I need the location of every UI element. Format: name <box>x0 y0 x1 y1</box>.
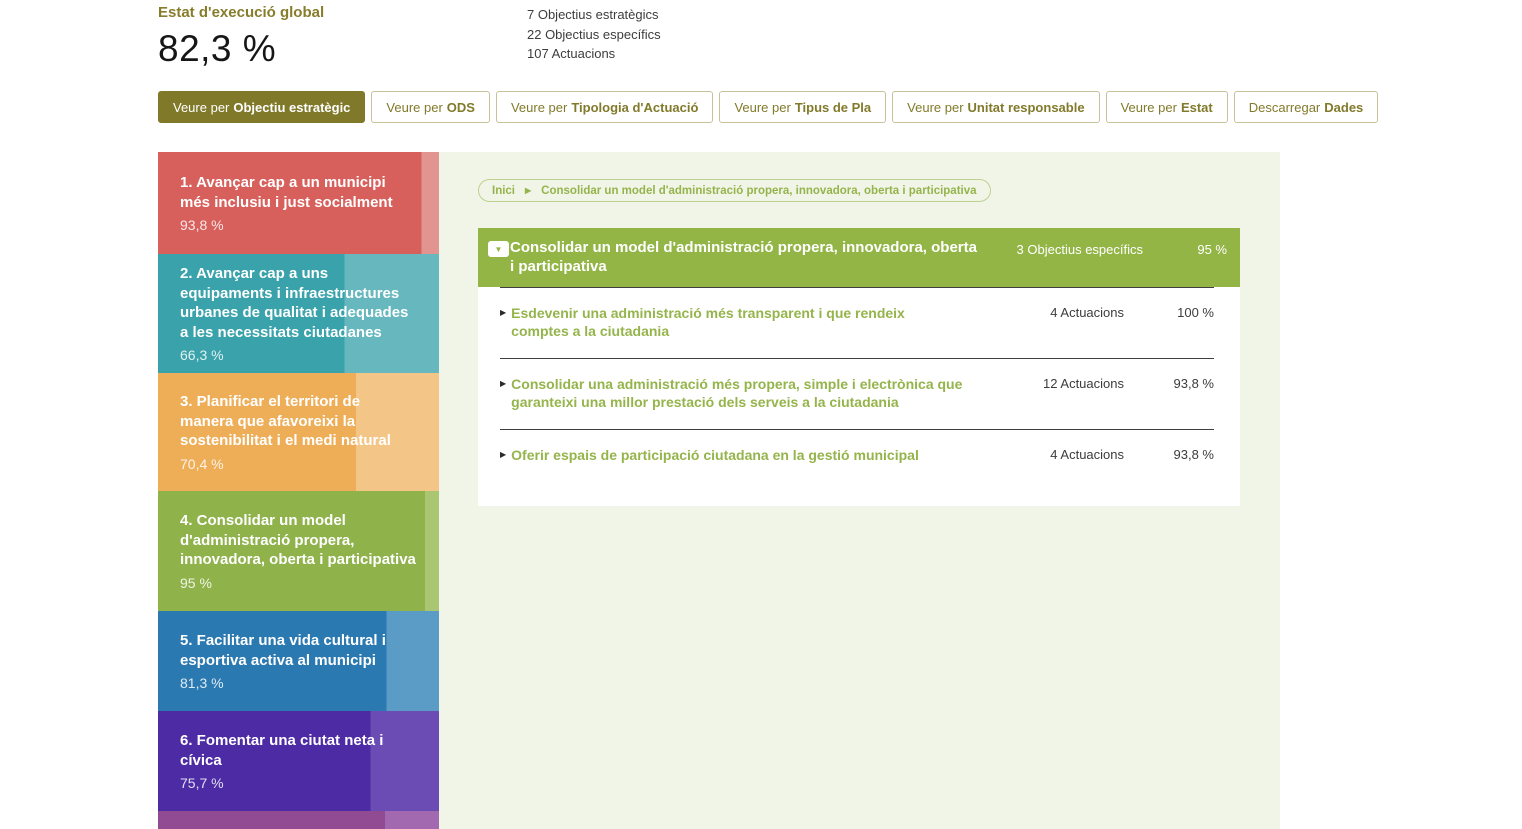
breadcrumb-separator-icon: ▶ <box>525 186 532 195</box>
objective-percent: 95 % <box>180 574 212 591</box>
specific-objectives-list: ▶ Esdevenir una administració més transp… <box>478 287 1240 506</box>
objective-percent: 75,7 % <box>180 775 224 791</box>
expand-arrow-icon[interactable]: ▶ <box>500 450 507 459</box>
strategic-objectives-sidebar: 1. Avançar cap a un municipi més inclusi… <box>158 152 439 829</box>
download-data-button[interactable]: Descarregar Dades <box>1233 91 1379 123</box>
objective-detail-count: 3 Objectius específics <box>1016 242 1143 257</box>
objective-percent: 81,3 % <box>180 675 224 691</box>
view-by-action-type-button[interactable]: Veure per Tipologia d'Actuació <box>495 91 714 123</box>
sidebar-item-objective-6[interactable]: 6. Fomentar una ciutat neta i cívica 75,… <box>158 711 439 811</box>
global-status-value: 82,3 % <box>158 28 277 69</box>
sidebar-item-objective-3[interactable]: 3. Planificar el territori de manera que… <box>158 373 439 491</box>
stat-actions: 107 Actuacions <box>527 46 616 61</box>
objective-percent: 70,4 % <box>180 455 224 472</box>
sidebar-item-objective-2[interactable]: 2. Avançar cap a uns equipaments i infra… <box>158 254 439 373</box>
specific-objective-link[interactable]: Consolidar una administració més propera… <box>511 376 963 410</box>
summary-stats: 7 Objectius estratègics 22 Objectius esp… <box>527 5 661 64</box>
breadcrumb: Inici ▶ Consolidar un model d'administra… <box>478 179 991 202</box>
view-by-ods-button[interactable]: Veure per ODS <box>371 91 490 123</box>
specific-objective-row: ▶ Esdevenir una administració més transp… <box>500 287 1214 358</box>
stat-specific-objectives: 22 Objectius específics <box>527 26 661 42</box>
objective-percent: 93,8 % <box>180 217 224 233</box>
sidebar-item-objective-5[interactable]: 5. Facilitar una vida cultural i esporti… <box>158 611 439 711</box>
view-by-status-button[interactable]: Veure per Estat <box>1105 91 1228 123</box>
specific-objective-link[interactable]: Esdevenir una administració més transpar… <box>511 305 905 339</box>
view-by-responsible-unit-button[interactable]: Veure per Unitat responsable <box>892 91 1100 123</box>
specific-objective-row: ▶ Oferir espais de participació ciutadan… <box>500 429 1214 482</box>
breadcrumb-home-link[interactable]: Inici <box>492 184 516 197</box>
view-by-plan-type-button[interactable]: Veure per Tipus de Pla <box>719 91 887 123</box>
sidebar-item-objective-4[interactable]: 4. Consolidar un model d'administració p… <box>158 491 439 611</box>
view-by-strategic-objective-button[interactable]: Veure per Objectiu estratègic <box>158 91 366 123</box>
sidebar-item-objective-7[interactable] <box>158 811 439 829</box>
breadcrumb-current: Consolidar un model d'administració prop… <box>541 184 977 197</box>
specific-objective-percent: 100 % <box>1177 305 1214 320</box>
objective-percent: 66,3 % <box>180 347 224 363</box>
objective-detail-header: ▼ Consolidar un model d'administració pr… <box>478 228 1240 287</box>
specific-objective-count: 4 Actuacions <box>1050 305 1124 320</box>
specific-objective-count: 4 Actuacions <box>1050 447 1124 462</box>
specific-objective-count: 12 Actuacions <box>1043 376 1124 391</box>
stat-strategic-objectives: 7 Objectius estratègics <box>527 7 659 22</box>
specific-objective-percent: 93,8 % <box>1173 447 1214 462</box>
view-toolbar: Veure per Objectiu estratègic Veure per OD… <box>158 91 1379 123</box>
objective-detail-card: ▼ Consolidar un model d'administració pr… <box>478 228 1240 506</box>
expand-arrow-icon[interactable]: ▶ <box>500 379 507 388</box>
objective-detail-title: Consolidar un model d'administració prop… <box>510 239 977 275</box>
global-status-label: Estat d'execució global <box>158 4 325 21</box>
collapse-icon[interactable]: ▼ <box>488 241 509 257</box>
objective-detail-percent: 95 % <box>1197 242 1227 257</box>
expand-arrow-icon[interactable]: ▶ <box>500 308 507 317</box>
specific-objective-percent: 93,8 % <box>1173 376 1214 391</box>
global-status-block: Estat d'execució global 82,3 % <box>158 4 324 70</box>
specific-objective-link[interactable]: Oferir espais de participació ciutadana … <box>511 447 919 463</box>
main-panel: 1. Avançar cap a un municipi més inclusi… <box>158 152 1280 829</box>
specific-objective-row: ▶ Consolidar una administració més prope… <box>500 358 1214 429</box>
sidebar-item-objective-1[interactable]: 1. Avançar cap a un municipi més inclusi… <box>158 152 439 254</box>
